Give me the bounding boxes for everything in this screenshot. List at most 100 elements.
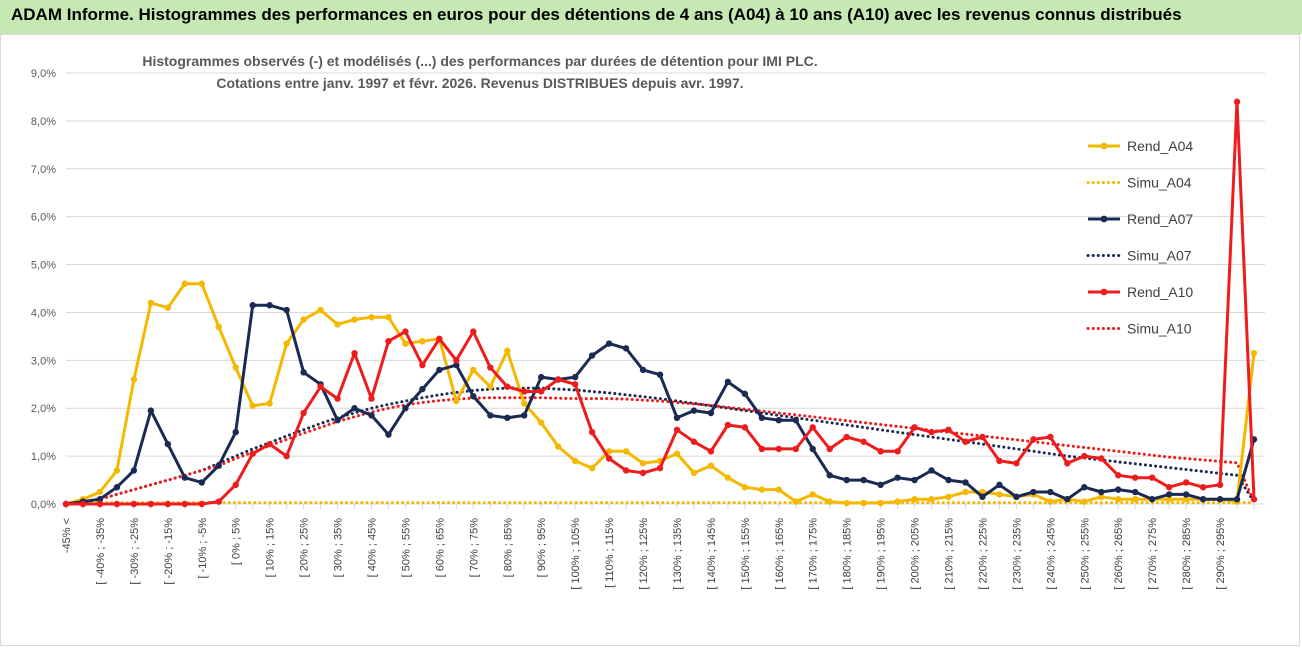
data-point-rend-a10 xyxy=(62,500,70,508)
data-point-rend-a07 xyxy=(521,412,528,419)
data-point-rend-a07 xyxy=(368,412,375,419)
data-point-rend-a10 xyxy=(334,395,341,402)
data-point-rend-a04 xyxy=(554,443,562,450)
data-point-rend-a10 xyxy=(928,428,935,436)
data-point-rend-a10 xyxy=(1047,433,1054,441)
legend-label: Simu_A04 xyxy=(1127,175,1192,191)
data-point-rend-a04 xyxy=(622,448,630,455)
x-tick-label: [ 170% ; 175% xyxy=(808,518,820,590)
x-tick-label: [ 20% ; 25% xyxy=(299,518,311,578)
data-point-rend-a10 xyxy=(215,498,222,505)
data-point-rend-a07 xyxy=(436,366,443,374)
series-line-simu-a07 xyxy=(64,386,1256,505)
x-tick-label: [ 160% ; 165% xyxy=(774,518,786,590)
data-point-rend-a04 xyxy=(707,462,715,469)
data-point-rend-a07 xyxy=(300,369,307,376)
data-point-rend-a04 xyxy=(792,498,799,505)
x-tick-label: [ 130% ; 135% xyxy=(672,518,684,590)
data-point-rend-a04 xyxy=(283,340,290,347)
data-point-rend-a10 xyxy=(622,467,630,474)
data-point-rend-a07 xyxy=(571,373,579,381)
data-point-rend-a04 xyxy=(317,306,324,314)
data-point-rend-a04 xyxy=(198,280,205,287)
data-point-rend-a10 xyxy=(996,457,1003,465)
y-axis-labels: 0,0% 1,0% 2,0% 3,0% 4,0% 5,0% 6,0% 7,0% 8,0% 9,0% xyxy=(31,68,56,511)
data-point-rend-a10 xyxy=(385,337,392,345)
x-tick-label: [ 120% ; 125% xyxy=(638,518,650,590)
data-point-rend-a04 xyxy=(368,314,375,321)
data-point-rend-a10 xyxy=(351,349,358,357)
x-tick-label: [ 10% ; 15% xyxy=(265,518,277,578)
data-point-rend-a07 xyxy=(487,412,494,419)
data-point-rend-a07 xyxy=(622,345,630,352)
x-axis-labels: -45% < [ -40% ; -35% [ -30% ; -25% [ -20% ;… xyxy=(61,518,1227,590)
data-point-rend-a07 xyxy=(1047,488,1054,496)
data-point-rend-a10 xyxy=(775,445,782,453)
data-point-rend-a04 xyxy=(775,486,782,493)
x-tick-label: [ 200% ; 205% xyxy=(910,518,922,590)
data-point-rend-a07 xyxy=(996,481,1003,489)
data-point-rend-a10 xyxy=(300,409,307,417)
data-point-rend-a10 xyxy=(1216,481,1224,489)
data-point-rend-a04 xyxy=(741,484,749,491)
y-tick-label: 8,0% xyxy=(31,116,56,128)
data-point-rend-a04 xyxy=(673,450,681,457)
data-point-rend-a10 xyxy=(1233,98,1241,105)
data-point-rend-a07 xyxy=(1098,488,1105,496)
x-tick-label: [ -10% ; -5% xyxy=(197,518,209,579)
data-point-rend-a10 xyxy=(758,445,766,453)
data-point-rend-a04 xyxy=(860,499,867,507)
series-line-simu-a10 xyxy=(64,396,1256,505)
x-tick-label: [ 60% ; 65% xyxy=(434,518,446,578)
legend-label: Rend_A04 xyxy=(1127,138,1193,154)
data-point-rend-a10 xyxy=(249,450,256,457)
data-point-rend-a10 xyxy=(266,440,273,448)
data-point-rend-a07 xyxy=(979,493,986,501)
data-point-rend-a10 xyxy=(130,500,138,508)
data-point-rend-a10 xyxy=(1165,484,1173,491)
data-point-rend-a04 xyxy=(1098,493,1105,501)
data-point-rend-a10 xyxy=(470,328,477,335)
data-point-rend-a10 xyxy=(487,364,494,371)
data-point-rend-a04 xyxy=(928,496,935,503)
data-point-rend-a04 xyxy=(521,400,528,407)
data-point-rend-a07 xyxy=(1199,496,1207,503)
data-point-rend-a07 xyxy=(113,484,121,491)
data-point-rend-a07 xyxy=(1132,488,1139,496)
x-tick-label: [ 190% ; 195% xyxy=(876,518,888,590)
data-point-rend-a10 xyxy=(571,381,579,388)
data-point-rend-a10 xyxy=(198,500,205,508)
data-point-rend-a10 xyxy=(860,438,867,445)
data-point-rend-a10 xyxy=(538,388,545,395)
data-point-rend-a10 xyxy=(1182,479,1190,486)
legend: Rend_A04 Simu_A04 Rend_A07 Simu_A07 Rend_A10… xyxy=(1086,138,1193,337)
data-point-rend-a04 xyxy=(232,364,239,371)
data-point-rend-a07 xyxy=(130,467,138,474)
data-point-rend-a10 xyxy=(724,421,732,429)
data-point-rend-a07 xyxy=(266,302,273,309)
x-tick-label: [ 140% ; 145% xyxy=(706,518,718,590)
data-point-rend-a10 xyxy=(1148,474,1156,481)
data-point-rend-a04 xyxy=(1132,496,1139,503)
data-point-rend-a07 xyxy=(1182,491,1190,498)
data-point-rend-a04 xyxy=(147,299,155,307)
data-point-rend-a04 xyxy=(470,366,477,374)
data-point-rend-a07 xyxy=(945,476,952,484)
data-point-rend-a04 xyxy=(571,457,579,465)
x-tick-label: -45% < xyxy=(61,518,73,553)
data-point-rend-a04 xyxy=(962,488,969,496)
data-point-rend-a04 xyxy=(1250,349,1258,357)
data-point-rend-a04 xyxy=(690,469,698,477)
x-tick-label: [ 210% ; 215% xyxy=(944,518,956,590)
data-point-rend-a10 xyxy=(741,424,749,431)
data-point-rend-a07 xyxy=(1081,484,1088,491)
data-point-rend-a10 xyxy=(164,500,172,508)
data-point-rend-a04 xyxy=(113,467,121,474)
x-tick-label: [ 250% ; 255% xyxy=(1079,518,1091,590)
x-tick-label: [ 40% ; 45% xyxy=(366,518,378,578)
data-point-rend-a07 xyxy=(741,390,749,398)
data-point-rend-a07 xyxy=(605,340,613,347)
x-tick-label: [ 50% ; 55% xyxy=(400,518,412,578)
data-point-rend-a07 xyxy=(928,467,935,474)
data-point-rend-a10 xyxy=(605,455,613,462)
